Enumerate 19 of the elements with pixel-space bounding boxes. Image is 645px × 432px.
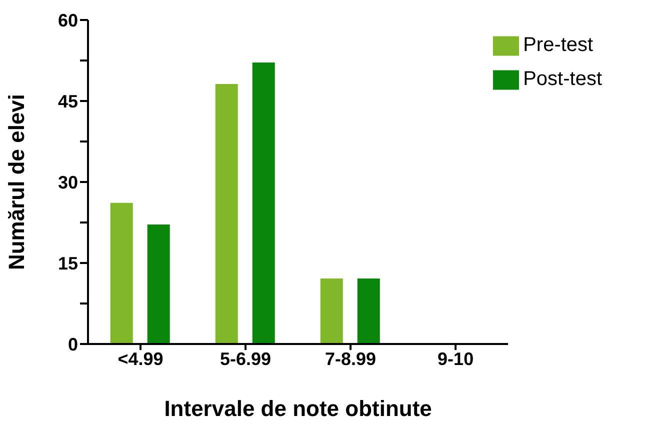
bar xyxy=(110,202,133,344)
x-tick-label: 5-6.99 xyxy=(220,348,272,369)
x-tick-label: 7-8.99 xyxy=(325,348,376,369)
bar xyxy=(215,84,238,344)
x-tick-label: <4.99 xyxy=(118,348,164,369)
y-tick-label: 0 xyxy=(68,334,78,354)
x-axis-title: Intervale de note obtinute xyxy=(164,396,432,421)
y-tick-label: 30 xyxy=(58,172,78,192)
x-tick-label: 9-10 xyxy=(438,348,474,369)
y-tick-label: 45 xyxy=(58,91,78,112)
bar xyxy=(357,278,380,344)
y-tick-label: 15 xyxy=(58,253,78,274)
legend-label: Post-test xyxy=(523,68,602,90)
bar xyxy=(252,62,275,344)
legend-label: Pre-test xyxy=(523,34,594,56)
y-axis-title: Numărul de elevi xyxy=(4,94,29,270)
bar xyxy=(320,278,343,344)
bar xyxy=(147,224,170,344)
y-tick-label: 60 xyxy=(58,10,78,30)
